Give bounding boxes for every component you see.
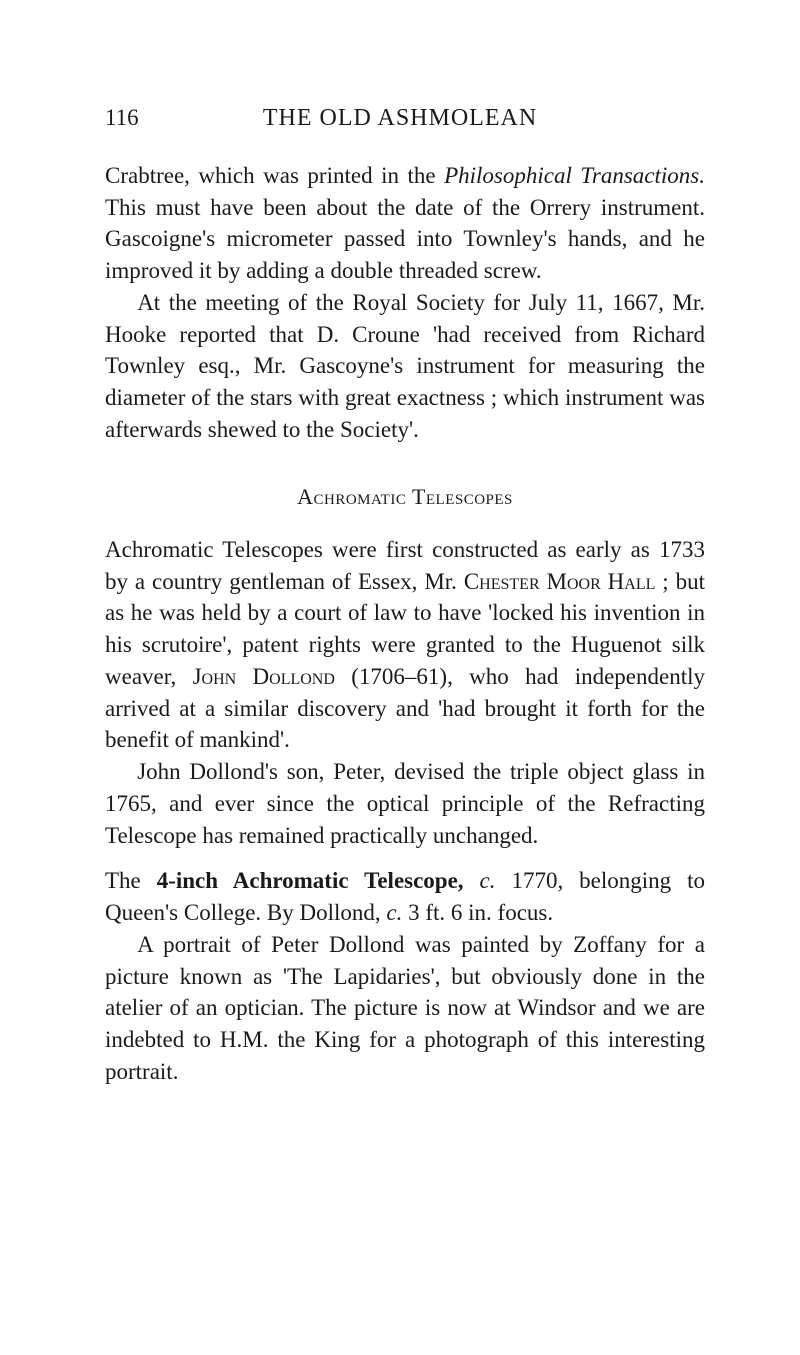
text-run: Crabtree, which was printed in the: [105, 163, 444, 188]
name-john-dollond: John Dollond: [193, 664, 335, 689]
page-header-title: THE OLD ASHMOLEAN: [0, 105, 800, 132]
paragraph-6: A portrait of Peter Dollond was painted …: [105, 929, 705, 1088]
text-bold-telescope: 4-inch Achromatic Telescope,: [157, 868, 464, 893]
name-chester-moor-hall: Chester Moor Hall: [464, 569, 656, 594]
text-run: This must have been about the date of th…: [105, 195, 705, 283]
paragraph-3: Achromatic Telescopes were first constru…: [105, 534, 705, 756]
text-run: 3 ft. 6 in. focus.: [402, 900, 553, 925]
paragraph-2: At the meeting of the Royal Society for …: [105, 287, 705, 446]
text-italic-circa: c.: [480, 868, 496, 893]
paragraph-4: John Dollond's son, Peter, devised the t…: [105, 756, 705, 851]
text-run: The: [105, 868, 157, 893]
text-italic-circa2: c.: [386, 900, 402, 925]
paragraph-gap: [105, 851, 705, 865]
page-content: Crabtree, which was printed in the Philo…: [105, 160, 705, 1087]
paragraph-5: The 4-inch Achromatic Telescope, c. 1770…: [105, 865, 705, 928]
text-run: [464, 868, 480, 893]
paragraph-1: Crabtree, which was printed in the Philo…: [105, 160, 705, 287]
section-title-achromatic: Achromatic Telescopes: [105, 482, 705, 512]
text-italic-philosophical: Philosophical Transactions.: [444, 163, 705, 188]
